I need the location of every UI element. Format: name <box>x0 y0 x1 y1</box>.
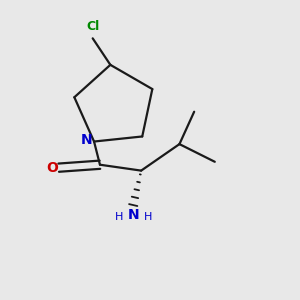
Text: N: N <box>81 133 92 147</box>
Text: Cl: Cl <box>86 20 99 33</box>
Text: H: H <box>144 212 153 222</box>
Text: O: O <box>46 161 58 175</box>
Text: N: N <box>128 208 140 222</box>
Text: H: H <box>115 212 123 222</box>
